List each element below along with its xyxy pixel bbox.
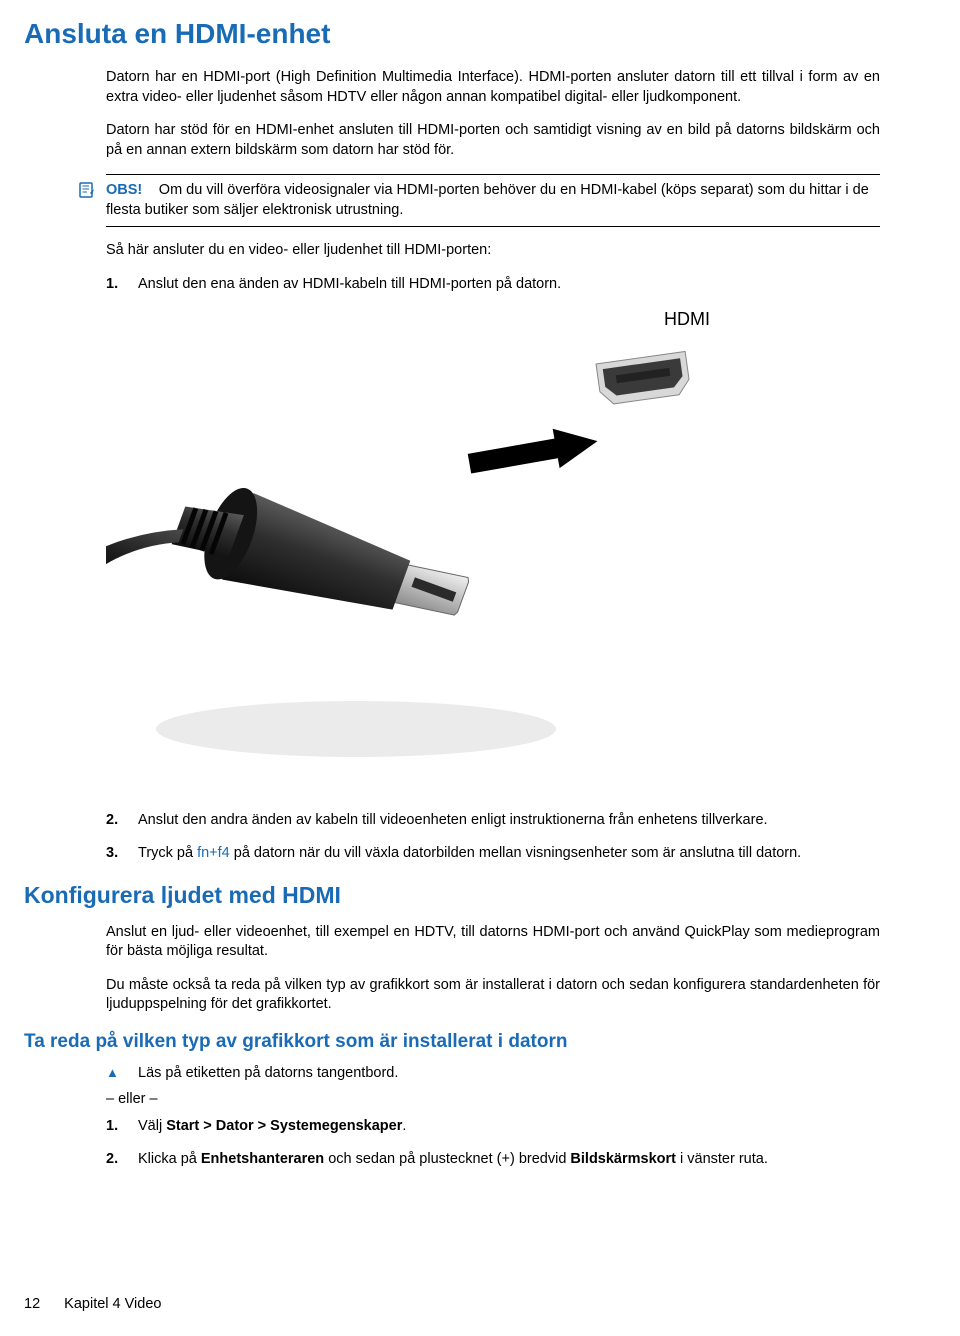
triangle-bullet-icon: ▲ — [106, 1065, 138, 1081]
bullet-keyboard-label: ▲ Läs på etiketten på datorns tangentbor… — [106, 1065, 880, 1081]
page-title: Ansluta en HDMI-enhet — [24, 18, 880, 50]
note-text: Om du vill överföra videosignaler via HD… — [106, 182, 869, 218]
hdmi-illustration — [106, 309, 806, 789]
note-label: OBS! — [106, 182, 142, 198]
step-3: 3. Tryck på fn+f4 på datorn när du vill … — [106, 844, 880, 864]
gc-step-1: 1. Välj Start > Dator > Systemegenskaper… — [106, 1117, 880, 1137]
section-graphics-card: Ta reda på vilken typ av grafikkort som … — [24, 1031, 880, 1053]
note-block: OBS! Om du vill överföra videosignaler v… — [106, 174, 880, 227]
intro-paragraph-1: Datorn har en HDMI-port (High Definition… — [106, 68, 880, 107]
section-configure-audio: Konfigurera ljudet med HDMI — [24, 882, 880, 909]
gc-step-2: 2. Klicka på Enhetshanteraren och sedan … — [106, 1150, 880, 1170]
hdmi-port-label: HDMI — [664, 309, 710, 330]
steps-lead-in: Så här ansluter du en video- eller ljude… — [106, 241, 880, 261]
key-combo: fn+f4 — [197, 845, 230, 861]
page-number: 12 — [24, 1296, 40, 1312]
chapter-label: Kapitel 4 Video — [64, 1296, 161, 1312]
configure-para-1: Anslut en ljud- eller videoenhet, till e… — [106, 923, 880, 962]
configure-para-2: Du måste också ta reda på vilken typ av … — [106, 976, 880, 1015]
note-icon — [78, 181, 96, 204]
or-separator: – eller – — [106, 1091, 880, 1107]
step-2: 2. Anslut den andra änden av kabeln till… — [106, 811, 880, 831]
hdmi-figure: HDMI — [106, 309, 880, 789]
intro-paragraph-2: Datorn har stöd för en HDMI-enhet anslut… — [106, 121, 880, 160]
page-footer: 12 Kapitel 4 Video — [24, 1296, 161, 1312]
step-1: 1. Anslut den ena änden av HDMI-kabeln t… — [106, 275, 880, 295]
